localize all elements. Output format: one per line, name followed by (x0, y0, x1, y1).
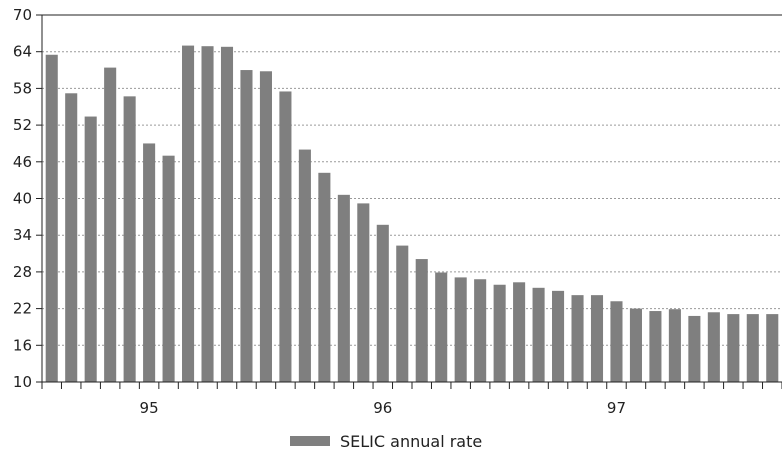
bar-29 (610, 301, 623, 382)
y-tick-label-52: 52 (13, 116, 32, 134)
bar-5 (143, 143, 156, 382)
x-axis-ticks: 95 96 97 (41, 382, 782, 417)
x-tick-label-96: 96 (373, 399, 392, 417)
bar-33 (688, 315, 701, 382)
bar-28 (590, 295, 604, 382)
y-tick-label-58: 58 (13, 79, 32, 97)
bar-11 (259, 71, 272, 383)
bar-16 (357, 203, 370, 382)
bar-27 (571, 295, 584, 382)
x-tick-label-97: 97 (607, 399, 626, 417)
bar-37 (766, 314, 779, 382)
bar-0 (45, 54, 58, 383)
bar-30 (629, 308, 642, 382)
bar-12 (279, 91, 292, 382)
bar-6 (162, 155, 175, 382)
bars (45, 45, 779, 383)
bar-22 (474, 279, 487, 382)
y-tick-label-22: 22 (13, 300, 32, 318)
bar-36 (746, 314, 759, 382)
y-tick-label-16: 16 (13, 336, 32, 354)
bar-19 (415, 259, 428, 382)
bar-32 (668, 309, 681, 382)
bar-15 (337, 194, 350, 382)
bar-9 (220, 46, 234, 382)
bar-20 (435, 272, 448, 382)
y-tick-label-46: 46 (13, 153, 32, 171)
bar-14 (318, 172, 331, 382)
bar-4 (123, 96, 136, 382)
bar-21 (454, 277, 467, 382)
grid-lines (42, 51, 782, 346)
y-tick-label-28: 28 (13, 263, 32, 281)
bar-10 (240, 70, 253, 383)
y-axis-ticks: 10 16 22 28 34 40 46 52 58 64 70 (13, 6, 42, 391)
bar-2 (84, 116, 97, 382)
y-tick-label-64: 64 (13, 43, 32, 61)
legend: SELIC annual rate (290, 432, 482, 451)
bar-7 (182, 45, 195, 382)
bar-31 (649, 311, 662, 382)
y-tick-label-10: 10 (13, 373, 32, 391)
bar-24 (513, 282, 526, 382)
bar-23 (493, 284, 506, 382)
y-tick-label-34: 34 (13, 226, 32, 244)
bar-34 (707, 312, 720, 382)
bar-18 (396, 245, 409, 382)
y-tick-label-40: 40 (13, 190, 32, 208)
bar-26 (552, 290, 565, 382)
x-tick-label-95: 95 (140, 399, 159, 417)
bar-1 (65, 93, 78, 382)
bar-35 (727, 314, 740, 382)
bar-25 (532, 287, 545, 382)
legend-swatch (290, 436, 330, 446)
legend-label: SELIC annual rate (340, 432, 482, 451)
bar-17 (376, 224, 389, 382)
bar-13 (298, 149, 311, 382)
y-tick-label-70: 70 (13, 6, 32, 24)
bar-3 (104, 67, 117, 382)
bar-8 (201, 46, 214, 382)
